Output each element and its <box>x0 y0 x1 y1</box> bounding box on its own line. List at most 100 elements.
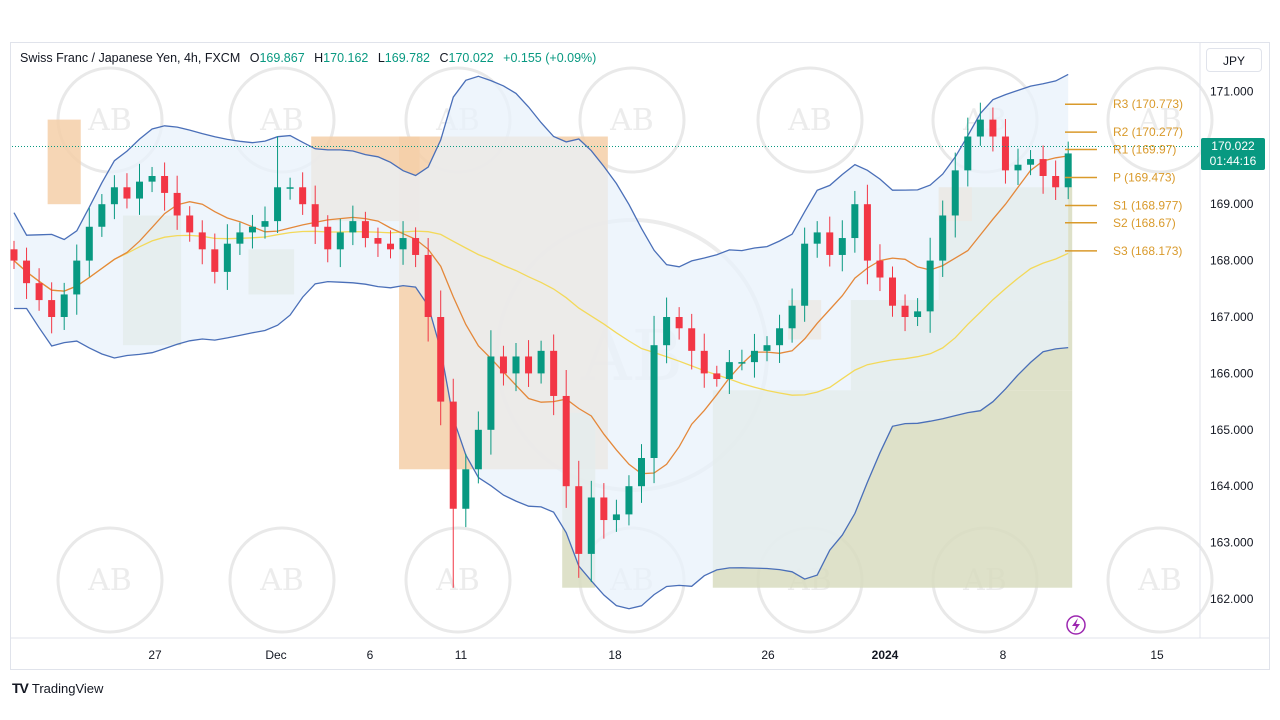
candle-body <box>148 176 156 182</box>
candle[interactable] <box>60 282 68 330</box>
candle[interactable] <box>612 499 620 532</box>
candle-body <box>562 395 570 487</box>
candle[interactable] <box>663 297 671 364</box>
candle[interactable] <box>324 215 332 263</box>
tradingview-logo[interactable]: TV TradingView <box>12 680 103 696</box>
candle[interactable] <box>299 172 307 215</box>
candle[interactable] <box>1039 145 1047 194</box>
candle[interactable] <box>1014 148 1022 186</box>
candle[interactable] <box>73 244 81 315</box>
candle[interactable] <box>274 136 282 233</box>
candle[interactable] <box>110 175 118 220</box>
candle[interactable] <box>989 107 997 152</box>
candle[interactable] <box>838 220 846 272</box>
candle[interactable] <box>173 175 181 230</box>
candle[interactable] <box>1052 160 1060 200</box>
candle-body <box>412 238 420 255</box>
candle[interactable] <box>349 205 357 246</box>
candle[interactable] <box>35 268 43 311</box>
candle[interactable] <box>813 221 821 258</box>
candle[interactable] <box>424 238 432 342</box>
candle[interactable] <box>901 294 909 332</box>
candle[interactable] <box>537 340 545 384</box>
candle[interactable] <box>261 206 269 239</box>
candle[interactable] <box>286 177 294 200</box>
candle[interactable] <box>876 244 884 292</box>
candle[interactable] <box>826 216 834 267</box>
candle-body <box>575 486 583 554</box>
candle[interactable] <box>625 475 633 526</box>
candle[interactable] <box>211 233 219 284</box>
candle[interactable] <box>801 227 809 322</box>
candle[interactable] <box>763 336 771 362</box>
candle[interactable] <box>675 307 683 340</box>
candle[interactable] <box>688 313 696 370</box>
candle[interactable] <box>412 227 420 268</box>
candle[interactable] <box>474 411 482 484</box>
candle[interactable] <box>863 184 871 285</box>
candle[interactable] <box>98 194 106 237</box>
candle-body <box>700 350 708 374</box>
candle[interactable] <box>788 288 796 343</box>
candle[interactable] <box>525 340 533 387</box>
candle[interactable] <box>399 221 407 265</box>
candle[interactable] <box>889 266 896 317</box>
candle[interactable] <box>1027 150 1035 176</box>
candle[interactable] <box>512 342 520 392</box>
candle[interactable] <box>851 190 859 253</box>
candle[interactable] <box>713 365 721 387</box>
candle[interactable] <box>236 222 244 255</box>
candle[interactable] <box>85 207 93 277</box>
candle[interactable] <box>976 102 984 146</box>
candle[interactable] <box>387 230 394 259</box>
candle[interactable] <box>600 483 608 539</box>
lightning-icon[interactable] <box>1066 615 1086 635</box>
candle[interactable] <box>939 200 947 277</box>
candle[interactable] <box>10 240 18 270</box>
candle[interactable] <box>487 330 495 455</box>
candle[interactable] <box>951 152 959 238</box>
candle[interactable] <box>248 214 256 249</box>
candle[interactable] <box>311 185 319 244</box>
candle[interactable] <box>776 314 784 363</box>
candle[interactable] <box>499 345 507 386</box>
candle[interactable] <box>638 444 645 503</box>
time-axis-tick-label: 6 <box>367 648 374 662</box>
candle[interactable] <box>725 349 733 394</box>
candle[interactable] <box>449 378 457 588</box>
candle[interactable] <box>562 370 570 508</box>
candle[interactable] <box>437 290 445 426</box>
candle[interactable] <box>186 206 194 242</box>
candle[interactable] <box>738 349 746 371</box>
candle[interactable] <box>198 220 206 265</box>
candle[interactable] <box>161 162 169 211</box>
candle[interactable] <box>650 315 658 484</box>
candle[interactable] <box>374 227 382 257</box>
candle[interactable] <box>964 117 972 187</box>
candle[interactable] <box>700 333 708 388</box>
candle[interactable] <box>48 282 56 334</box>
candle-body <box>173 192 181 216</box>
currency-button[interactable]: JPY <box>1206 48 1262 72</box>
candle[interactable] <box>136 163 143 215</box>
chart-frame[interactable] <box>10 42 1270 670</box>
candle[interactable] <box>23 247 31 299</box>
candle[interactable] <box>148 166 156 193</box>
candle[interactable] <box>361 211 369 248</box>
price-axis-tick-label: 165.000 <box>1210 423 1254 437</box>
candle[interactable] <box>550 334 558 416</box>
candle[interactable] <box>336 218 344 268</box>
candle[interactable] <box>750 333 758 378</box>
candle[interactable] <box>1001 119 1009 184</box>
candle[interactable] <box>1064 141 1072 200</box>
candle[interactable] <box>223 224 231 290</box>
candle[interactable] <box>462 453 470 528</box>
candle[interactable] <box>914 298 922 327</box>
candle[interactable] <box>123 173 131 209</box>
candle[interactable] <box>926 237 934 333</box>
candle[interactable] <box>587 480 595 583</box>
time-axis-tick-label: Dec <box>265 648 286 662</box>
candle-body <box>951 170 959 216</box>
candle[interactable] <box>575 460 583 578</box>
